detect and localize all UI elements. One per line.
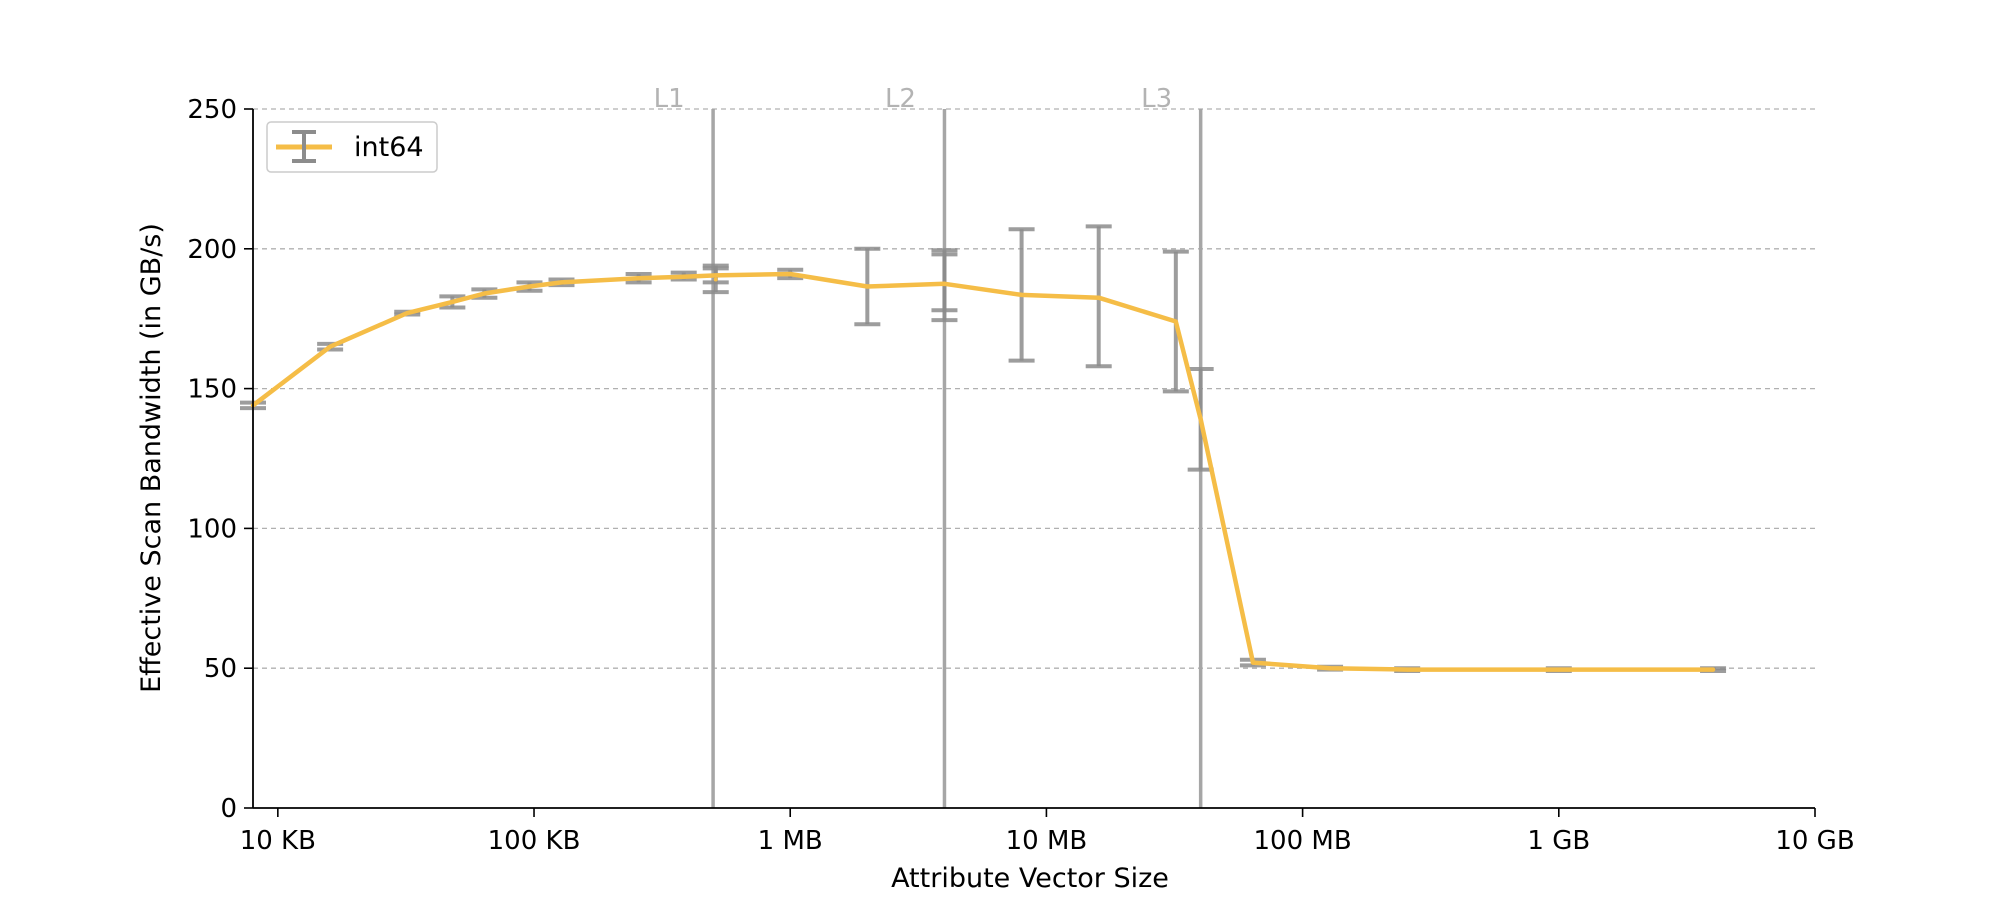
cache-label-l1: L1 (654, 84, 685, 114)
x-tick-label-10-kb: 10 KB (240, 826, 316, 856)
data-point-12 (865, 284, 870, 289)
data-point-11 (788, 271, 793, 276)
data-point-21 (1405, 667, 1410, 672)
data-point-22 (1556, 667, 1561, 672)
x-tick-label-100-kb: 100 KB (488, 826, 581, 856)
data-point-19 (1250, 660, 1255, 665)
y-tick-label-250: 250 (187, 95, 237, 125)
x-tick-labels: 10 KB 100 KB 1 MB 10 MB 100 MB 1 GB 10 GB (240, 826, 1855, 856)
axes (244, 108, 1816, 817)
series-line-int64 (250, 271, 1716, 672)
legend: int64 (266, 121, 438, 173)
data-point-1 (328, 344, 333, 349)
y-tick-label-50: 50 (204, 654, 237, 684)
cache-boundary-lines: L1 L2 L3 (654, 84, 1203, 808)
x-tick-label-10-gb: 10 GB (1775, 826, 1854, 856)
data-point-18 (1198, 417, 1203, 422)
x-tick-label-100-mb: 100 MB (1254, 826, 1352, 856)
x-tick-label-1-gb: 1 GB (1527, 826, 1590, 856)
data-point-8 (681, 274, 686, 279)
grid-lines (253, 108, 1815, 669)
data-point-14 (942, 281, 947, 286)
data-point-9 (713, 273, 718, 278)
data-point-16 (1096, 295, 1101, 300)
y-axis-label: Effective Scan Bandwidth (in GB/s) (136, 223, 167, 693)
x-tick-label-1-mb: 1 MB (758, 826, 823, 856)
legend-label-int64: int64 (354, 132, 424, 163)
data-point-7 (636, 276, 641, 281)
y-tick-labels: 0 50 100 150 200 250 (187, 95, 237, 824)
data-line-layer (250, 271, 1716, 672)
data-point-4 (482, 291, 487, 296)
x-tick-label-10-mb: 10 MB (1006, 826, 1088, 856)
data-point-17 (1173, 319, 1178, 324)
cache-label-l2: L2 (885, 84, 916, 114)
data-point-20 (1328, 666, 1333, 671)
data-point-10 (713, 277, 718, 282)
data-point-15 (1019, 292, 1024, 297)
x-axis-label: Attribute Vector Size (891, 863, 1169, 894)
error-bars (240, 224, 1727, 673)
y-tick-label-150: 150 (187, 375, 237, 405)
y-tick-label-100: 100 (187, 514, 237, 544)
data-point-2 (405, 311, 410, 316)
data-point-23 (1711, 667, 1716, 672)
data-point-6 (559, 280, 564, 285)
cache-label-l3: L3 (1141, 84, 1172, 114)
data-point-5 (527, 284, 532, 289)
y-tick-label-0: 0 (220, 794, 237, 824)
y-tick-label-200: 200 (187, 235, 237, 265)
data-point-3 (450, 299, 455, 304)
